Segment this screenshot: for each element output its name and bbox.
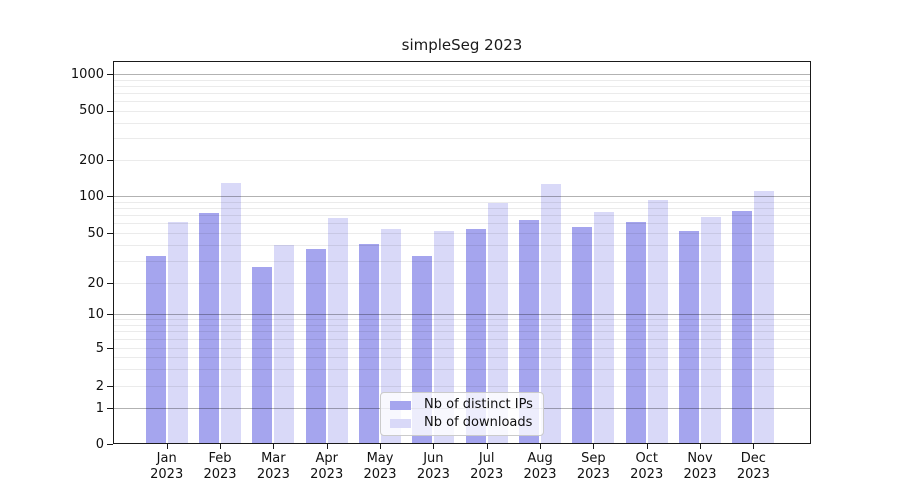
bar-distinct-ips bbox=[252, 266, 273, 444]
y-tick-label: 10 bbox=[87, 306, 104, 322]
y-tick-mark bbox=[107, 196, 113, 197]
legend-swatch-downloads bbox=[390, 418, 411, 428]
x-tick-mark bbox=[646, 444, 648, 449]
y-tick-label: 50 bbox=[87, 225, 104, 241]
x-tick-label: Mar 2023 bbox=[256, 451, 290, 482]
x-tick-mark bbox=[486, 444, 488, 449]
x-tick-mark bbox=[273, 444, 275, 449]
x-tick-label: Jun 2023 bbox=[416, 451, 450, 482]
bar-distinct-ips bbox=[679, 230, 700, 444]
y-tick-mark bbox=[107, 110, 113, 112]
y-tick-label: 500 bbox=[79, 103, 104, 118]
x-tick-mark bbox=[326, 444, 328, 449]
y-tick-label: 20 bbox=[87, 275, 104, 291]
bar-downloads bbox=[327, 218, 348, 444]
bar-distinct-ips bbox=[199, 212, 220, 444]
x-tick-label: Nov 2023 bbox=[683, 451, 717, 482]
y-tick-label: 200 bbox=[79, 152, 104, 168]
y-tick-mark bbox=[107, 444, 113, 445]
x-tick-label: Feb 2023 bbox=[203, 451, 237, 482]
bar-distinct-ips bbox=[625, 222, 646, 444]
x-tick-label: Sep 2023 bbox=[576, 451, 610, 482]
x-tick-mark bbox=[433, 444, 435, 449]
legend-item-downloads: Nb of downloads bbox=[390, 416, 534, 430]
x-tick-mark bbox=[166, 444, 168, 449]
x-tick-label: Dec 2023 bbox=[736, 451, 770, 482]
chart-title: simpleSeg 2023 bbox=[401, 36, 523, 54]
x-tick-label: Jul 2023 bbox=[470, 451, 504, 482]
y-tick-label: 1000 bbox=[70, 66, 104, 82]
x-tick-label: Apr 2023 bbox=[310, 451, 344, 482]
bars-layer bbox=[113, 61, 811, 444]
bar-downloads bbox=[167, 221, 188, 444]
bar-downloads bbox=[647, 199, 668, 444]
bar-distinct-ips bbox=[305, 249, 326, 444]
x-tick-mark bbox=[700, 444, 702, 449]
y-tick-label: 5 bbox=[95, 340, 104, 356]
x-tick-mark bbox=[220, 444, 222, 449]
plot-area bbox=[113, 61, 811, 444]
bar-downloads bbox=[221, 182, 242, 444]
y-tick-mark bbox=[107, 160, 113, 161]
y-tick-mark bbox=[107, 348, 113, 349]
x-tick-label: May 2023 bbox=[363, 451, 397, 482]
bar-downloads bbox=[754, 191, 775, 444]
bar-downloads bbox=[274, 245, 295, 444]
x-tick-mark bbox=[753, 444, 755, 449]
y-tick-mark bbox=[107, 314, 113, 315]
x-tick-mark bbox=[380, 444, 382, 449]
y-tick-mark bbox=[107, 408, 113, 409]
y-tick-mark bbox=[107, 283, 113, 284]
legend-swatch-distinct-ips bbox=[390, 400, 411, 410]
y-tick-mark bbox=[107, 233, 113, 234]
bar-distinct-ips bbox=[732, 210, 753, 444]
x-tick-label: Oct 2023 bbox=[630, 451, 664, 482]
bar-distinct-ips bbox=[519, 219, 540, 444]
x-tick-label: Aug 2023 bbox=[523, 451, 557, 482]
bar-distinct-ips bbox=[145, 255, 166, 444]
bar-distinct-ips bbox=[572, 226, 593, 444]
bar-distinct-ips bbox=[465, 228, 486, 444]
bar-downloads bbox=[381, 228, 402, 444]
y-tick-label: 2 bbox=[95, 378, 104, 394]
y-tick-label: 100 bbox=[79, 188, 104, 204]
bar-downloads bbox=[541, 183, 562, 444]
legend-label-distinct-ips: Nb of distinct IPs bbox=[424, 397, 533, 412]
y-tick-label: 0 bbox=[95, 436, 104, 452]
bar-distinct-ips bbox=[359, 243, 380, 444]
bar-downloads bbox=[434, 230, 455, 444]
bar-downloads bbox=[701, 217, 722, 444]
x-tick-label: Jan 2023 bbox=[150, 451, 184, 482]
y-tick-mark bbox=[107, 74, 113, 75]
bar-downloads bbox=[594, 212, 615, 444]
bar-downloads bbox=[487, 202, 508, 444]
y-tick-mark bbox=[107, 386, 113, 387]
legend: Nb of distinct IPs Nb of downloads bbox=[380, 392, 544, 436]
x-tick-mark bbox=[540, 444, 542, 449]
x-tick-mark bbox=[593, 444, 595, 449]
legend-item-distinct-ips: Nb of distinct IPs bbox=[390, 398, 534, 412]
legend-label-downloads: Nb of downloads bbox=[424, 415, 533, 430]
y-tick-label: 1 bbox=[95, 400, 104, 416]
